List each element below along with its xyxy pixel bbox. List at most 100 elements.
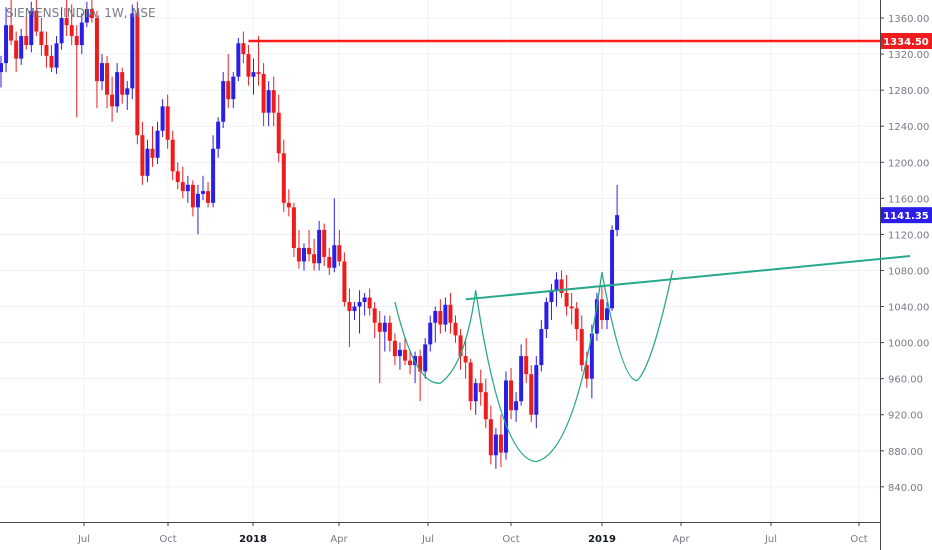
price-tick-label: 1160.00 [888, 194, 929, 205]
candle-body [564, 293, 569, 307]
candle-body [4, 25, 9, 64]
price-tick-label: 1200.00 [888, 158, 929, 169]
candle-body [352, 306, 357, 312]
candle-body [322, 229, 327, 257]
candle-body [185, 184, 190, 192]
candle-body [211, 148, 216, 203]
candle-body [276, 112, 281, 154]
candle-body [0, 63, 3, 73]
candle-body [357, 302, 362, 307]
candle-body [296, 247, 301, 262]
candle-body [589, 333, 594, 379]
candle-body [594, 299, 599, 334]
candle-body [29, 10, 34, 46]
neckline-trendline [465, 255, 911, 301]
candle-body [64, 18, 69, 26]
candle-body [24, 36, 29, 46]
candle-body [574, 308, 579, 330]
candle-body [175, 171, 180, 183]
candle-body [216, 121, 221, 149]
candle-body [105, 63, 110, 95]
candle-body [74, 36, 79, 46]
candle-body [514, 401, 519, 411]
candle-body [180, 182, 185, 192]
candle-body [302, 247, 306, 262]
head-arc [475, 272, 603, 463]
time-tick-label: Jul [421, 534, 434, 545]
candle-body [170, 139, 175, 172]
price-tick-label: 1240.00 [888, 122, 929, 133]
candle-body [605, 308, 609, 321]
candle-body [392, 340, 397, 357]
price-tick-label: 840.00 [888, 483, 923, 494]
resistance-price-label: 1334.50 [883, 37, 929, 48]
candle-body [509, 380, 514, 411]
candle-body [110, 94, 115, 107]
candle-body [266, 90, 271, 113]
candle-body [9, 25, 14, 41]
price-tick-label: 960.00 [888, 375, 923, 386]
candle-body [463, 356, 468, 363]
candle-body [362, 297, 367, 303]
candle-body [610, 229, 615, 309]
candle-body [14, 40, 19, 59]
candle-body [190, 184, 195, 208]
candle-body [337, 245, 342, 262]
candle-body [569, 306, 574, 309]
candle-body [100, 63, 104, 82]
time-tick-label: 2019 [588, 534, 616, 545]
candle-body [317, 229, 322, 264]
candle-body [342, 261, 347, 303]
candle-body [286, 202, 291, 208]
candle-body [539, 329, 544, 366]
time-tick-label: Apr [672, 534, 690, 545]
time-tick-label: Jul [764, 534, 777, 545]
price-tick-label: 1280.00 [888, 86, 929, 97]
candle-body [195, 193, 200, 208]
candle-body [332, 245, 337, 268]
candle-body [478, 383, 483, 393]
time-tick-label: Jul [77, 534, 90, 545]
candle-body [140, 135, 145, 176]
candle-body [155, 130, 160, 158]
candle-body [448, 304, 453, 323]
candle-body [39, 31, 44, 46]
candle-body [251, 72, 256, 77]
chart-title: SIEMENS INDIA, 1W, NSE [6, 6, 156, 20]
candle-body [135, 13, 140, 136]
left-shoulder-arc [394, 290, 477, 384]
candle-body [498, 434, 503, 453]
candle-body [231, 76, 236, 100]
candle-body [49, 55, 54, 68]
candle-body [160, 106, 165, 131]
candle-body [534, 365, 539, 415]
candle-body [559, 279, 564, 294]
candle-body [382, 322, 387, 332]
candle-body [554, 279, 559, 291]
candle-body [458, 335, 463, 357]
resistance-price-label-bg [881, 33, 932, 50]
last-price-label-bg [881, 207, 932, 224]
candle-body [120, 72, 125, 95]
price-tick-label: 880.00 [888, 447, 923, 458]
candle-body [377, 322, 382, 332]
candle-body [403, 349, 407, 361]
candle-body [428, 322, 433, 345]
last-price-label: 1141.35 [883, 211, 929, 222]
candle-body [94, 18, 99, 82]
candle-body [165, 106, 170, 140]
candle-body [307, 247, 312, 255]
candle-body [347, 302, 352, 312]
candle-body [367, 297, 372, 309]
candle-body [549, 290, 554, 303]
candle-body [579, 329, 584, 366]
time-tick-label: Oct [850, 534, 867, 545]
candle-body [256, 72, 261, 74]
candle-body [89, 9, 94, 19]
price-tick-label: 1000.00 [888, 339, 929, 350]
candle-body [261, 73, 266, 113]
candle-body [423, 344, 428, 372]
candle-body [281, 153, 286, 203]
